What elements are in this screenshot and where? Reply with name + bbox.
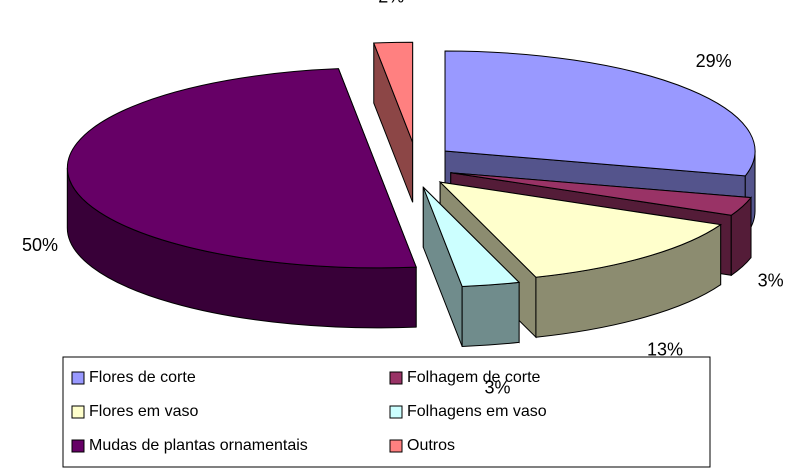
data-label: 3% xyxy=(758,271,784,291)
legend-swatch xyxy=(71,371,85,385)
slice-top xyxy=(373,41,414,143)
legend-swatch xyxy=(389,371,403,385)
legend-swatch xyxy=(389,405,403,419)
slice-top xyxy=(66,68,417,269)
legend-label: Flores de corte xyxy=(89,369,196,386)
legend-label: Mudas de plantas ornamentais xyxy=(89,437,308,454)
slice xyxy=(373,41,414,203)
slice-top xyxy=(422,186,521,287)
legend-swatch xyxy=(389,439,403,453)
slice xyxy=(66,68,417,329)
legend-label: Folhagem de corte xyxy=(407,369,541,386)
data-label: 2% xyxy=(378,0,404,6)
legend: Flores de corte Folhagem de corte Flores e… xyxy=(71,369,547,454)
legend-box xyxy=(62,356,711,468)
data-label: 13% xyxy=(647,340,683,360)
slice-top xyxy=(450,172,752,216)
legend-swatch xyxy=(71,405,85,419)
slice-wall xyxy=(461,281,520,347)
slice-top xyxy=(438,181,722,278)
data-label: 3% xyxy=(484,378,510,398)
slice xyxy=(422,186,521,347)
data-label: 50% xyxy=(22,235,58,255)
legend-swatch xyxy=(71,439,85,453)
slice-top xyxy=(444,50,756,177)
legend-label: Folhagens em vaso xyxy=(407,403,547,420)
legend-label: Outros xyxy=(407,437,455,454)
data-label: 29% xyxy=(696,51,732,71)
legend-label: Flores em vaso xyxy=(89,403,198,420)
